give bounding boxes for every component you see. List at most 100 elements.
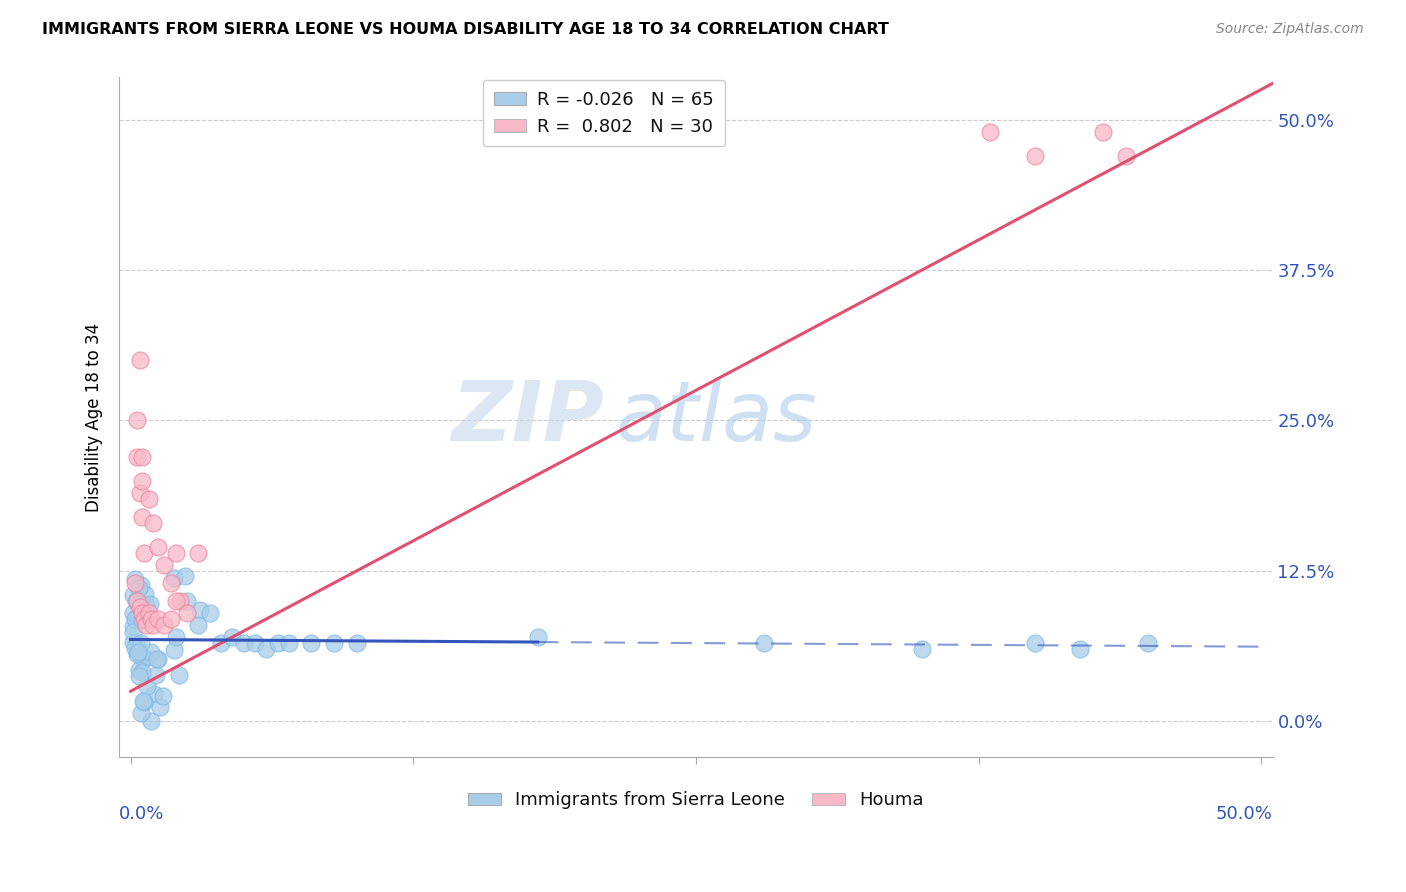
Point: [153, 618, 176, 632]
Point: [169, 594, 191, 608]
Point: [160, 612, 183, 626]
Point: [124, 611, 146, 625]
Point: [301, 636, 323, 650]
Point: [141, 714, 163, 728]
Point: [121, 635, 143, 649]
Point: [187, 546, 209, 560]
Point: [1069, 642, 1091, 657]
Point: [323, 636, 346, 650]
Point: [167, 668, 190, 682]
Point: [139, 645, 162, 659]
Point: [165, 546, 187, 560]
Point: [160, 575, 183, 590]
Point: [131, 603, 153, 617]
Point: [128, 581, 150, 595]
Point: [173, 569, 195, 583]
Point: [152, 690, 174, 704]
Text: ZIP: ZIP: [451, 377, 603, 458]
Point: [121, 619, 143, 633]
Point: [128, 669, 150, 683]
Point: [134, 587, 156, 601]
Point: [163, 643, 186, 657]
Point: [176, 594, 198, 608]
Point: [124, 575, 146, 590]
Point: [131, 665, 153, 680]
Point: [979, 125, 1001, 139]
Point: [146, 652, 169, 666]
Point: [135, 598, 157, 612]
Point: [132, 652, 155, 666]
Point: [127, 645, 149, 659]
Point: [128, 485, 150, 500]
Point: [149, 700, 172, 714]
Point: [131, 509, 153, 524]
Point: [188, 603, 211, 617]
Point: [127, 647, 149, 661]
Point: [124, 572, 146, 586]
Point: [125, 609, 148, 624]
Point: [526, 630, 548, 644]
Point: [121, 606, 143, 620]
Point: [243, 636, 266, 650]
Point: [346, 636, 368, 650]
Point: [142, 687, 165, 701]
Point: [165, 594, 187, 608]
Point: [146, 652, 169, 666]
Point: [122, 588, 145, 602]
Point: [198, 606, 221, 620]
Point: [1091, 125, 1114, 139]
Point: [142, 618, 165, 632]
Point: [277, 636, 299, 650]
Point: [221, 630, 243, 644]
Point: [134, 650, 156, 665]
Point: [1024, 149, 1046, 163]
Point: [124, 641, 146, 656]
Point: [134, 546, 156, 560]
Point: [232, 636, 254, 650]
Point: [128, 353, 150, 368]
Point: [127, 450, 149, 464]
Point: [1115, 149, 1137, 163]
Point: [1137, 636, 1160, 650]
Point: [187, 618, 209, 632]
Y-axis label: Disability Age 18 to 34: Disability Age 18 to 34: [86, 323, 103, 512]
Point: [131, 636, 153, 650]
Point: [128, 663, 150, 677]
Point: [1024, 636, 1046, 650]
Point: [911, 642, 934, 657]
Point: [132, 695, 155, 709]
Point: [136, 679, 159, 693]
Point: [129, 578, 152, 592]
Point: [254, 642, 277, 657]
Text: 0.0%: 0.0%: [120, 805, 165, 823]
Point: [139, 597, 162, 611]
Point: [153, 558, 176, 572]
Text: atlas: atlas: [616, 377, 817, 458]
Legend: Immigrants from Sierra Leone, Houma: Immigrants from Sierra Leone, Houma: [461, 784, 931, 816]
Point: [128, 599, 150, 614]
Point: [752, 636, 775, 650]
Text: IMMIGRANTS FROM SIERRA LEONE VS HOUMA DISABILITY AGE 18 TO 34 CORRELATION CHART: IMMIGRANTS FROM SIERRA LEONE VS HOUMA DI…: [42, 22, 889, 37]
Text: 50.0%: 50.0%: [1216, 805, 1272, 823]
Point: [138, 606, 160, 620]
Point: [121, 625, 143, 640]
Point: [131, 474, 153, 488]
Point: [131, 706, 153, 721]
Point: [146, 540, 169, 554]
Point: [128, 607, 150, 622]
Point: [209, 636, 232, 650]
Point: [145, 668, 167, 682]
Point: [127, 413, 149, 427]
Point: [132, 694, 155, 708]
Point: [127, 594, 149, 608]
Point: [165, 630, 187, 644]
Point: [131, 606, 153, 620]
Point: [176, 606, 198, 620]
Point: [266, 636, 288, 650]
Point: [139, 612, 162, 626]
Point: [138, 491, 160, 506]
Point: [146, 612, 169, 626]
Point: [163, 570, 186, 584]
Point: [134, 612, 156, 626]
Point: [135, 618, 157, 632]
